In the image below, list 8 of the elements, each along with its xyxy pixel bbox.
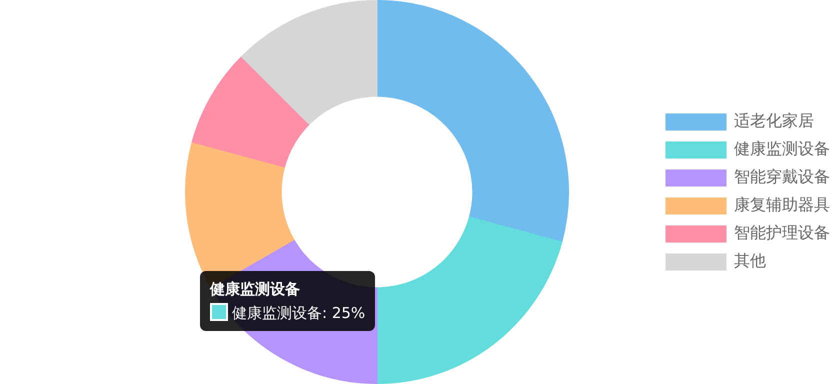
- legend-label: 适老化家居: [734, 111, 814, 130]
- text: 健康监测设备: [210, 279, 301, 300]
- text: 健康监测设备: 25%: [231, 303, 366, 324]
- legend-label: 康复辅助器具: [734, 195, 830, 214]
- legend-label: 智能护理设备: [734, 223, 830, 242]
- legend-label: 其他: [734, 251, 766, 270]
- legend-label: 健康监测设备: [734, 139, 830, 158]
- legend-label: 智能穿戴设备: [734, 167, 830, 186]
